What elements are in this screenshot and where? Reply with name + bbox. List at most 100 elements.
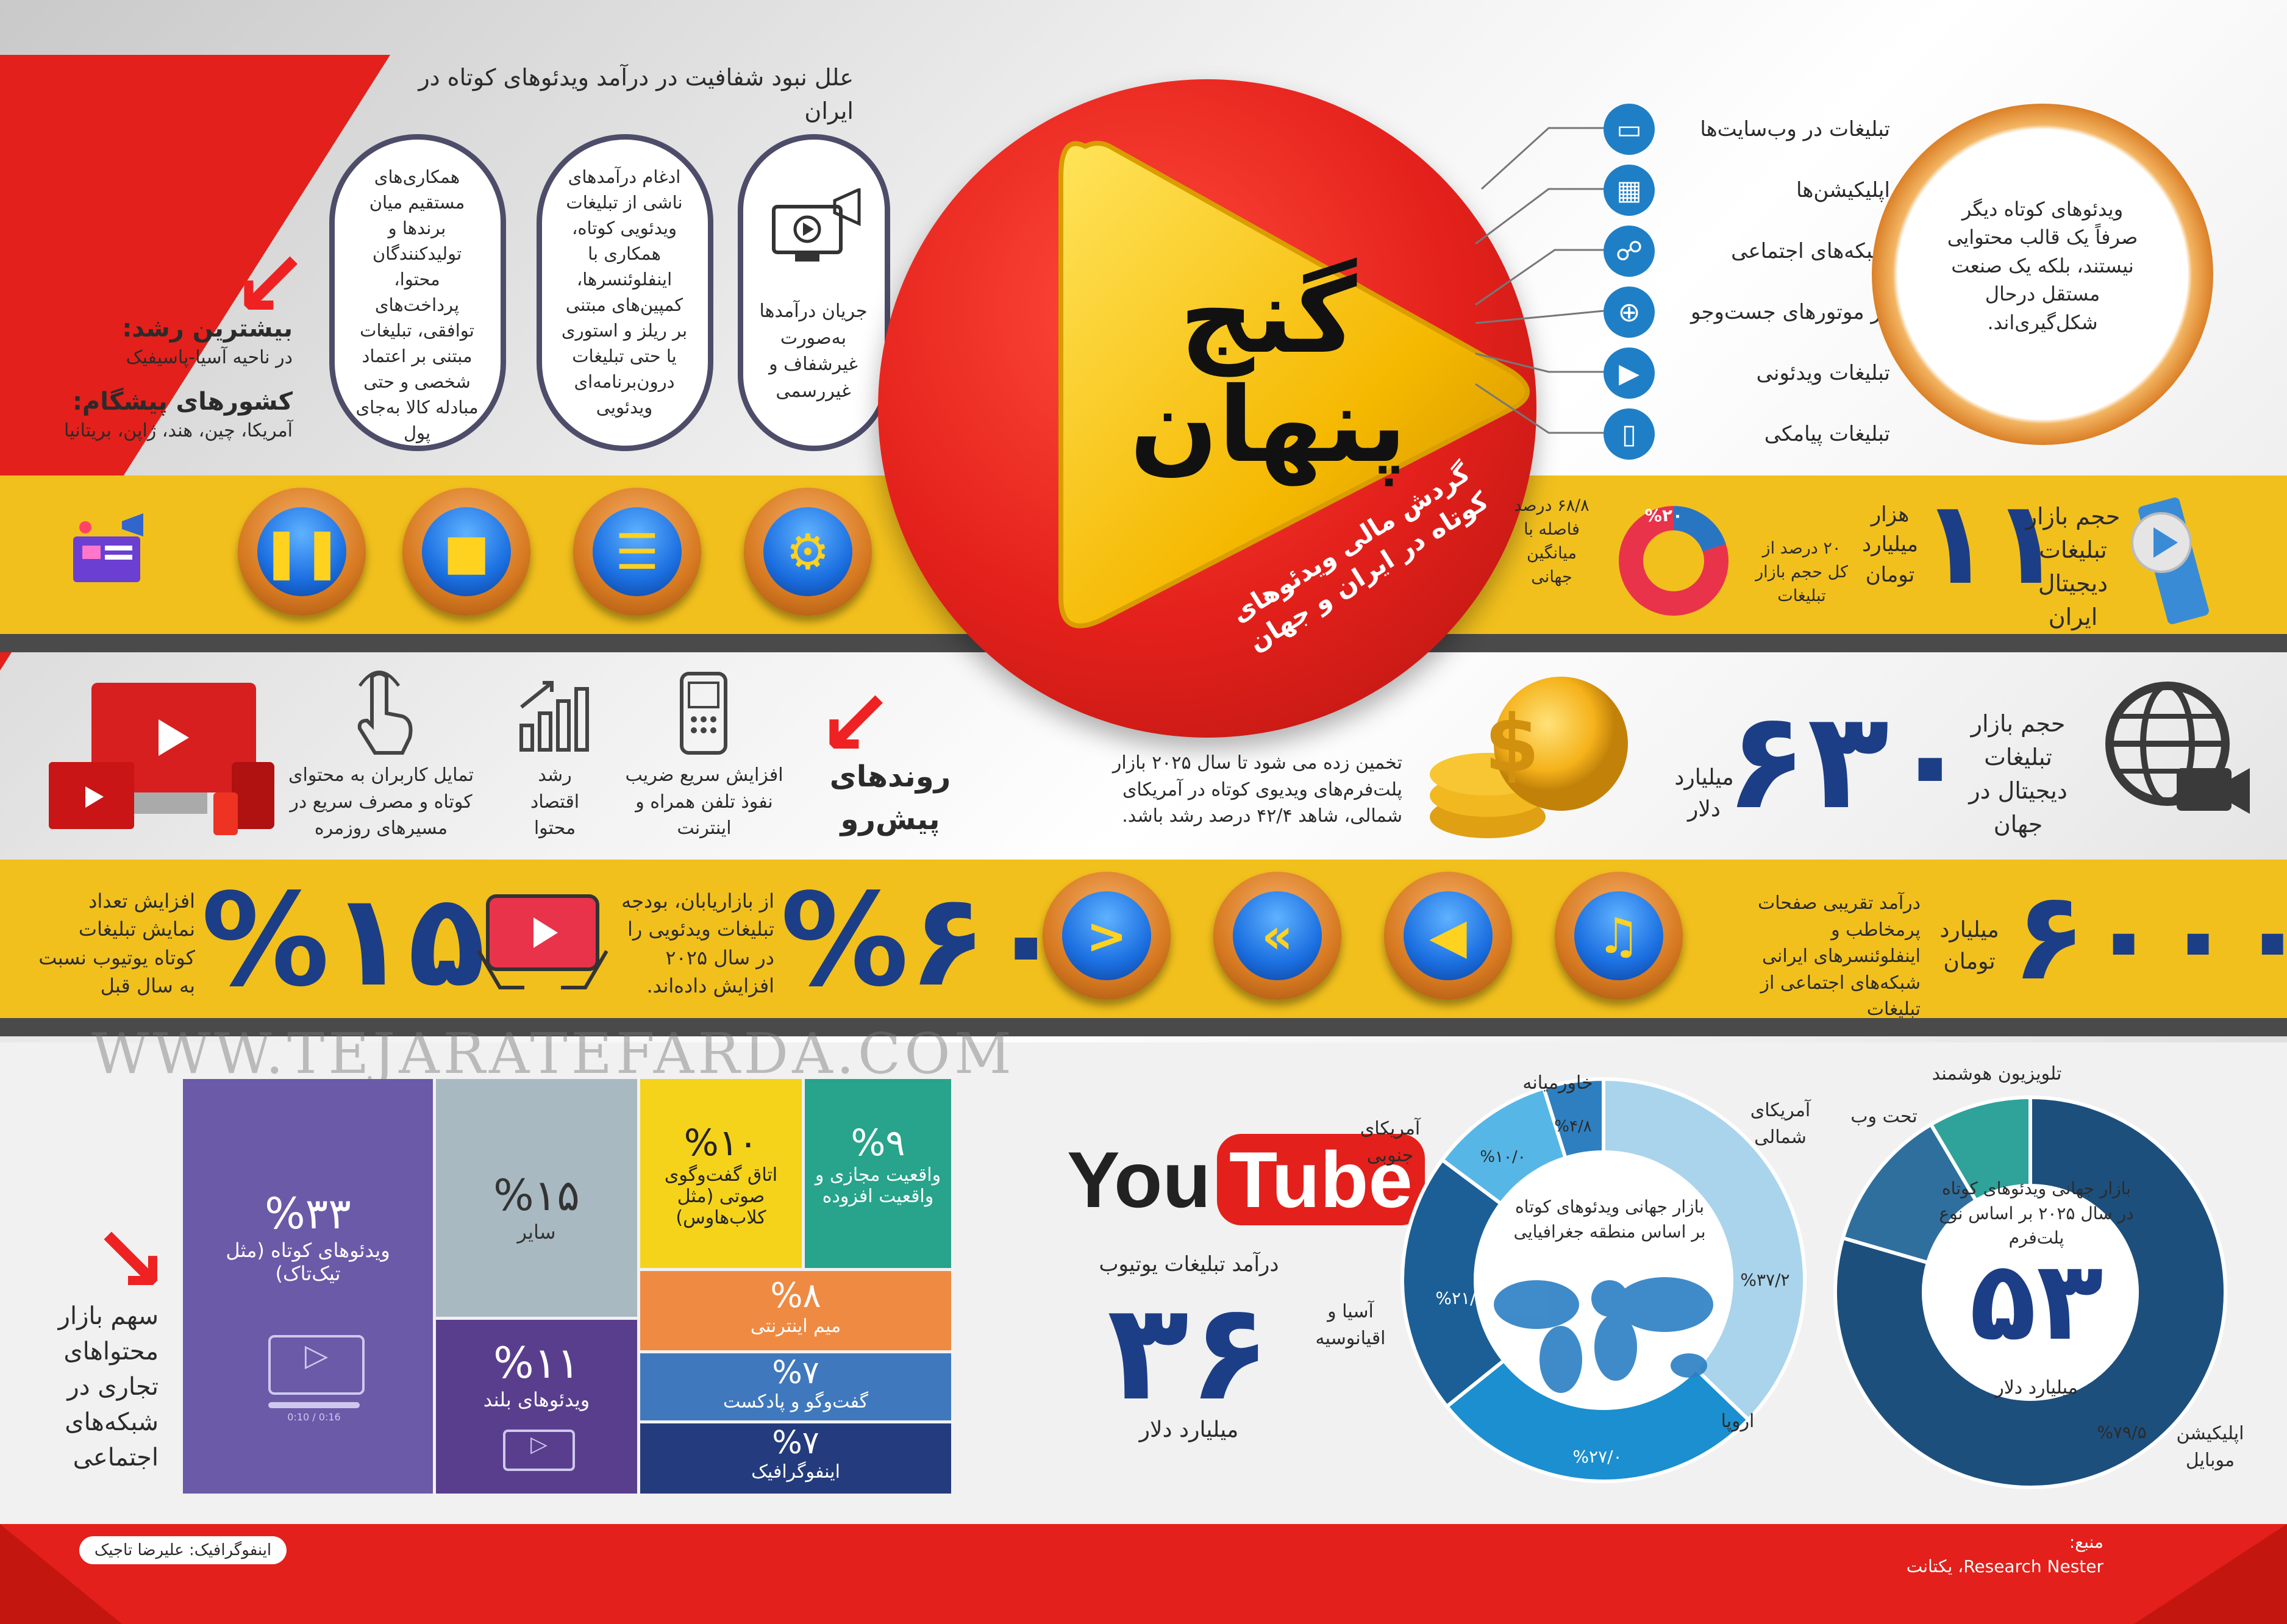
tablet-video-icon [477,894,608,989]
rewind-button[interactable]: ◀ [1384,872,1512,1000]
tile-audio-room: %۱۰ اتاق گفت‌وگوی صوتی (مثل کلاب‌هاوس) [640,1079,802,1268]
tile-long-video-label: ویدئوهای بلند [483,1388,590,1411]
trend-2: رشد اقتصاد محتوا [530,764,580,839]
sms-icon: ▯ [1604,408,1655,460]
tile-podcast-label: گفت‌وگو و پادکست [722,1391,869,1412]
fast-forward-button[interactable]: » [1213,872,1341,1000]
gap-note: ۶۸/۸ درصد فاصله با میانگین جهانی [1514,496,1589,587]
tile-vr-label: واقعیت مجازی و واقعیت افزوده [815,1164,941,1207]
region-pct-south-america: %۱۰/۰ [1480,1148,1526,1166]
world-map-icon [1494,1277,1713,1393]
na-note: تخمین زده می شود تا سال ۲۰۲۵ بازار پلت‌ف… [1112,752,1402,827]
iran-label: حجم بازار تبلیغات دیجیتال ایران [2025,503,2121,631]
region-pct-middle-east: %۴/۸ [1554,1117,1592,1136]
coins-icon: $ [1430,677,1628,838]
share-label: %۲۰ [1645,505,1683,525]
growth-region: در ناحیه آسیا-پاسیفیک [126,347,293,368]
leaders-title: کشورهای پیشگام: [72,388,293,416]
treemap-arrow-icon: ↘ [91,1207,168,1313]
tile-long-video: %۱۱ ویدئوهای بلند ▷ [436,1320,637,1494]
world-value: ۶۳۰ [1725,683,1971,839]
ring-text: ویدئوهای کوتاه دیگر صرفاً یک قالب محتوای… [1947,198,2138,334]
youtube-logo: You Tube [1067,1134,1425,1225]
world-unit: میلیارد دلار [1674,765,1734,822]
settings-button[interactable]: ⚙ [744,488,872,616]
pause-button[interactable]: ❚❚ [238,488,366,616]
platform-label-web: تحت وب [1850,1106,1918,1127]
connector-lines [1475,127,1604,434]
channel-label-2: اپلیکیشن‌ها [1796,178,1890,202]
trend-1: افزایش سریع ضریب نفوذ تلفن همراه و اینتر… [625,764,783,839]
platform-donut-title: بازار جهانی ویدئوهای کوتاه در سال ۲۰۲۵ ب… [1939,1178,2134,1248]
channel-label-6: تبلیغات پیامکی [1764,422,1890,446]
tile-audio-pct: %۱۰ [683,1122,758,1164]
main-title-line1: گنج [1179,256,1357,377]
influencer-note: درآمد تقریبی صفحات پرمخاطب و اینفلوئنسره… [1758,892,1921,1020]
platform-center-unit: میلیارد دلار [1995,1377,2078,1398]
region-label-north-america: آمریکای شمالی [1750,1100,1811,1148]
play-icon [1058,141,1530,629]
youtube-logo-tube: Tube [1216,1134,1425,1225]
stat60-value: %۶۰ [780,866,1065,1015]
growth-title: بیشترین رشد: [122,315,293,343]
youtube-value: ۳۶ [1107,1274,1271,1430]
youtube-unit: میلیارد دلار [1139,1417,1239,1442]
player-icon: ▷ [268,1335,365,1395]
tile-infographic-label: اینفوگرافیک [751,1461,840,1483]
treemap-title: سهم بازار محتواهای تجاری در شبکه‌های اجت… [58,1302,159,1472]
region-donut-title: بازار جهانی ویدئوهای کوتاه بر اساس منطقه… [1513,1197,1706,1242]
svg-text:$: $ [1485,697,1540,790]
region-pct-asia: %۲۱/۰ [1435,1288,1485,1308]
watermark: WWW.TEJARATEFARDA.COM [91,1021,1015,1086]
world-label: حجم بازار تبلیغات دیجیتال در جهان [1969,710,2068,838]
touch-icon [357,671,413,755]
tile-short-video: %۳۳ ویدئوهای کوتاه (مثل تیک‌تاک) ▷ 0:10 … [183,1079,433,1494]
trend-3: تمایل کاربران به محتوای کوتاه و مصرف سری… [288,764,474,839]
phone-icon [680,672,727,755]
stripe-2 [0,1018,2287,1036]
credit-box: اینفوگرافیک: علیرضا تاجیک [79,1536,287,1564]
iran-value: ۱۱ [1921,475,2062,610]
region-label-asia: آسیا و اقیانوسیه [1315,1301,1386,1349]
film-play-icon [2131,497,2209,624]
info-ring [1872,104,2213,445]
tile-short-video-label: ویدئوهای کوتاه (مثل تیک‌تاک) [226,1239,390,1285]
source-title: منبع: [2069,1532,2103,1552]
source-text: Research Nester، یکتانت [1906,1556,2103,1576]
video-marketing-icon [772,188,861,262]
list-button[interactable]: ☰ [573,488,701,616]
youtube-label: درآمد تبلیغات یوتیوب [1099,1252,1279,1277]
tile-meme: %۸ میم اینترنتی [640,1271,951,1350]
stat60-note: از بازاریابان، بودجه تبلیغات ویدئویی را … [621,889,774,998]
video-ad-icon: ▶ [1604,347,1655,399]
credit-text: اینفوگرافیک: علیرضا تاجیک [94,1541,272,1559]
platform-donut [1833,1095,2227,1489]
trend-arrow-icon: ↙ [817,671,894,777]
main-title-line2: پنهان [1129,365,1407,486]
platform-center-value: ۵۳ [1969,1238,2103,1365]
share-button[interactable]: < [1043,872,1171,1000]
iran-share-donut: %۲۰ [1619,505,1729,616]
music-button[interactable]: ♫ [1555,872,1683,1000]
growth-chart-icon [519,681,589,752]
region-label-europe: اروپا [1721,1411,1755,1432]
tile-vr: %۹ واقعیت مجازی و واقعیت افزوده [805,1079,951,1268]
channel-label-1: تبلیغات در وب‌سایت‌ها [1700,117,1890,141]
influencer-unit: میلیارد تومان [1939,917,1999,975]
trends-title: روندهای پیش‌رو [829,760,951,836]
tile-short-video-pct: %۳۳ [265,1189,351,1239]
search-icon: ⊕ [1604,287,1655,338]
platform-label-mobile: اپلیکیشن موبایل [2176,1423,2244,1471]
tile-infographic: %۷ اینفوگرافیک [640,1423,951,1494]
reason-text-1: جریان درآمدها به‌صورت غیرشفاف و غیررسمی [759,301,868,402]
player-timer: 0:10 / 0:16 [287,1411,341,1423]
stop-button[interactable]: ■ [402,488,530,616]
tile-long-video-pct: %۱۱ [493,1338,580,1388]
youtube-logo-you: You [1067,1135,1211,1224]
platform-pct-mobile: %۷۹/۵ [2097,1422,2147,1442]
tile-infographic-pct: %۷ [772,1425,819,1461]
devices-icon [49,683,274,835]
tile-other-pct: %۱۵ [493,1170,580,1220]
player-progress [268,1402,360,1408]
reason-pill-2: ادغام درآمدهای ناشی از تبلیغات ویدئویی ک… [537,134,713,451]
